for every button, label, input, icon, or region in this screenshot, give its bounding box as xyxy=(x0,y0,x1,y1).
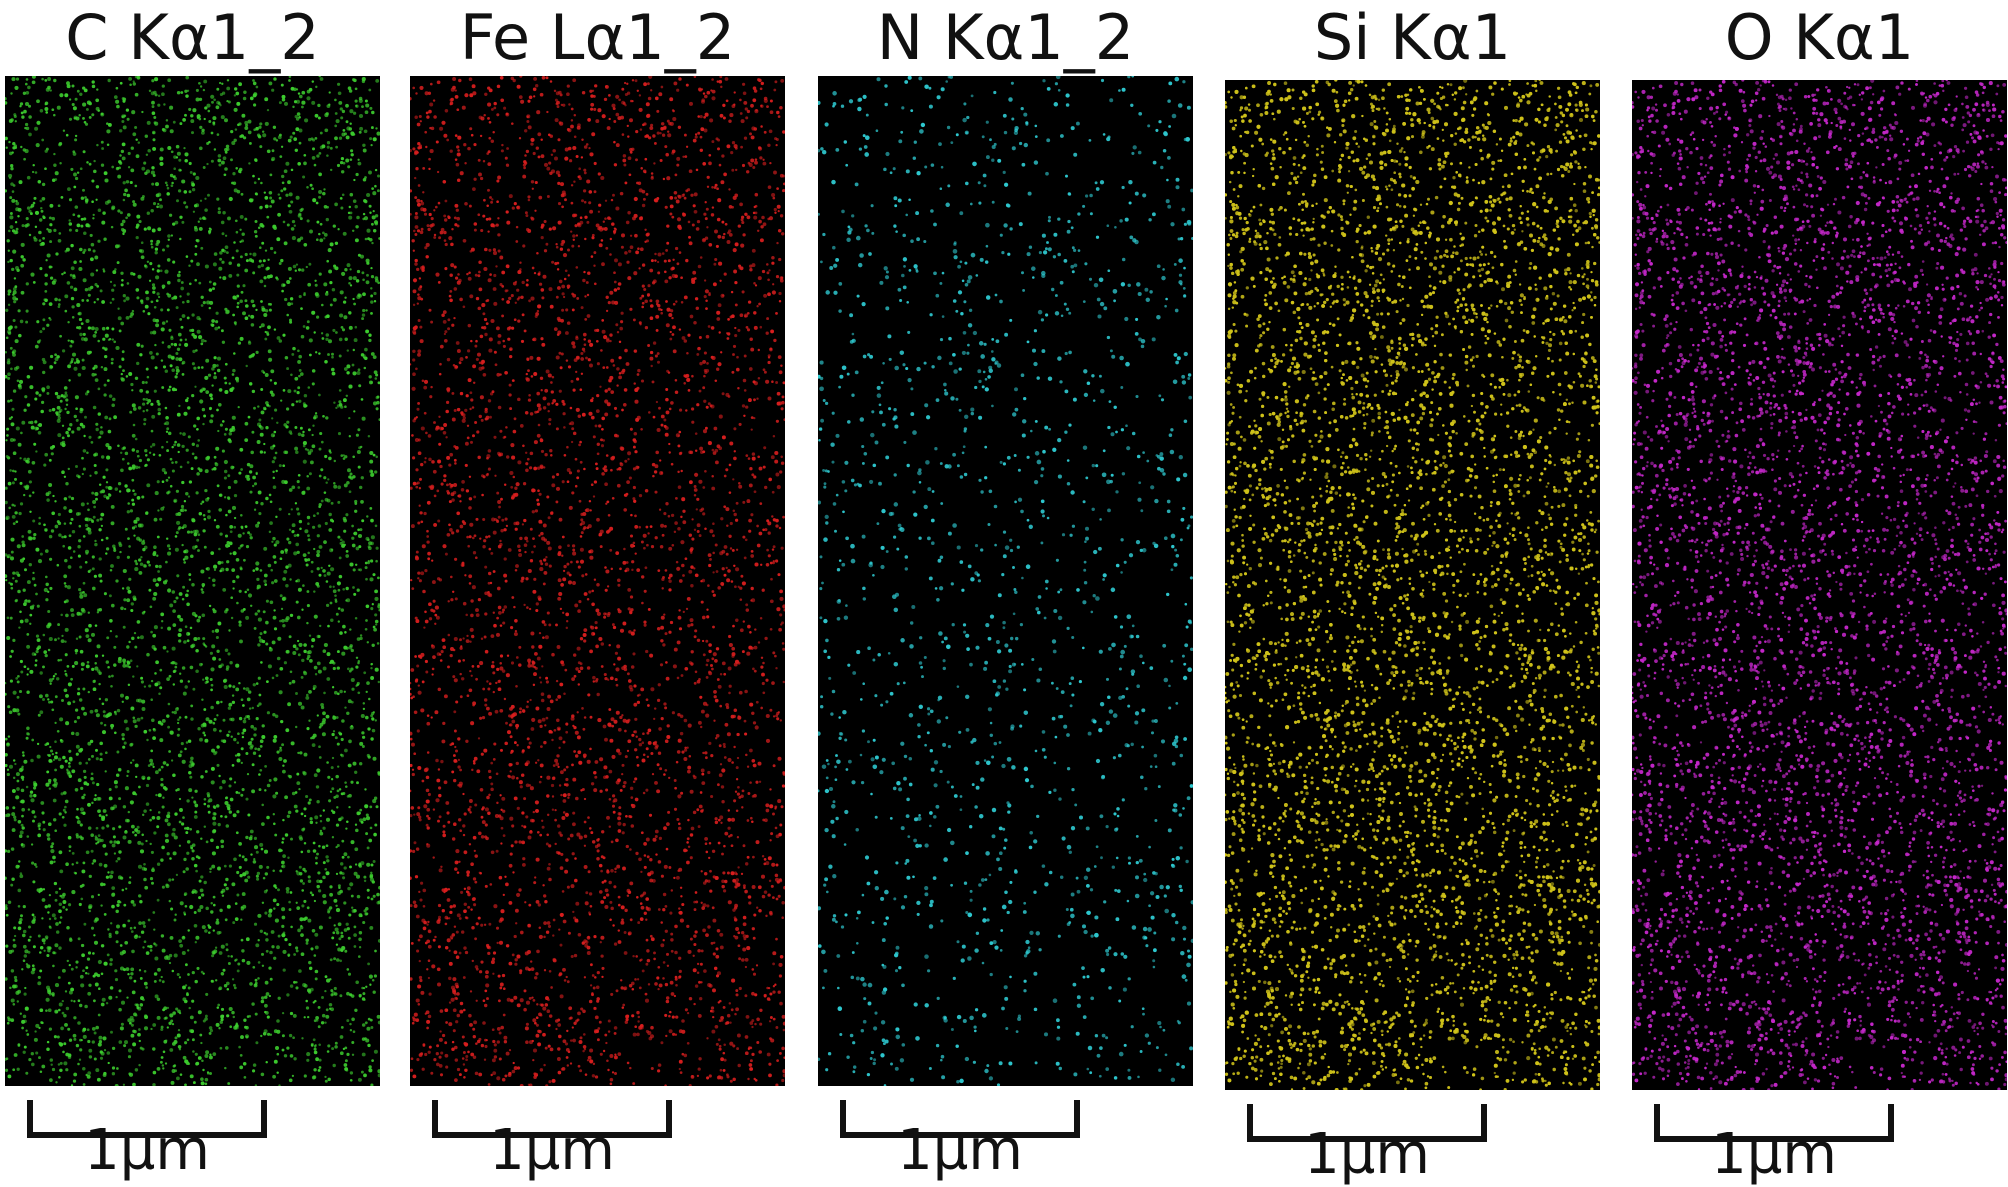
panel-label-c: C Kα1_2 xyxy=(5,0,380,76)
panel-label-si: Si Kα1 xyxy=(1225,0,1600,76)
element-map-fe xyxy=(410,76,785,1086)
element-map-o xyxy=(1632,80,2007,1090)
panel-fe: Fe Lα1_2 1µm xyxy=(410,0,785,1187)
panel-si: Si Kα1 1µm xyxy=(1225,0,1600,1187)
scale-label-o: 1µm xyxy=(1654,1122,1894,1187)
panel-label-fe: Fe Lα1_2 xyxy=(410,0,785,76)
scale-bar-si xyxy=(1247,1104,1487,1142)
scale-label-fe: 1µm xyxy=(432,1118,672,1183)
panel-n: N Kα1_2 1µm xyxy=(818,0,1193,1187)
element-map-n xyxy=(818,76,1193,1086)
element-map-si xyxy=(1225,80,1600,1090)
scale-bar-fe xyxy=(432,1100,672,1138)
scale-bar-o xyxy=(1654,1104,1894,1142)
scale-bar-c xyxy=(27,1100,267,1138)
scale-label-si: 1µm xyxy=(1247,1122,1487,1187)
panel-c: C Kα1_2 1µm xyxy=(5,0,380,1187)
scale-label-c: 1µm xyxy=(27,1118,267,1183)
panel-label-o: O Kα1 xyxy=(1632,0,2007,76)
panel-o: O Kα1 1µm xyxy=(1632,0,2007,1187)
scale-label-n: 1µm xyxy=(840,1118,1080,1183)
scale-bar-n xyxy=(840,1100,1080,1138)
panel-label-n: N Kα1_2 xyxy=(818,0,1193,76)
element-map-c xyxy=(5,76,380,1086)
